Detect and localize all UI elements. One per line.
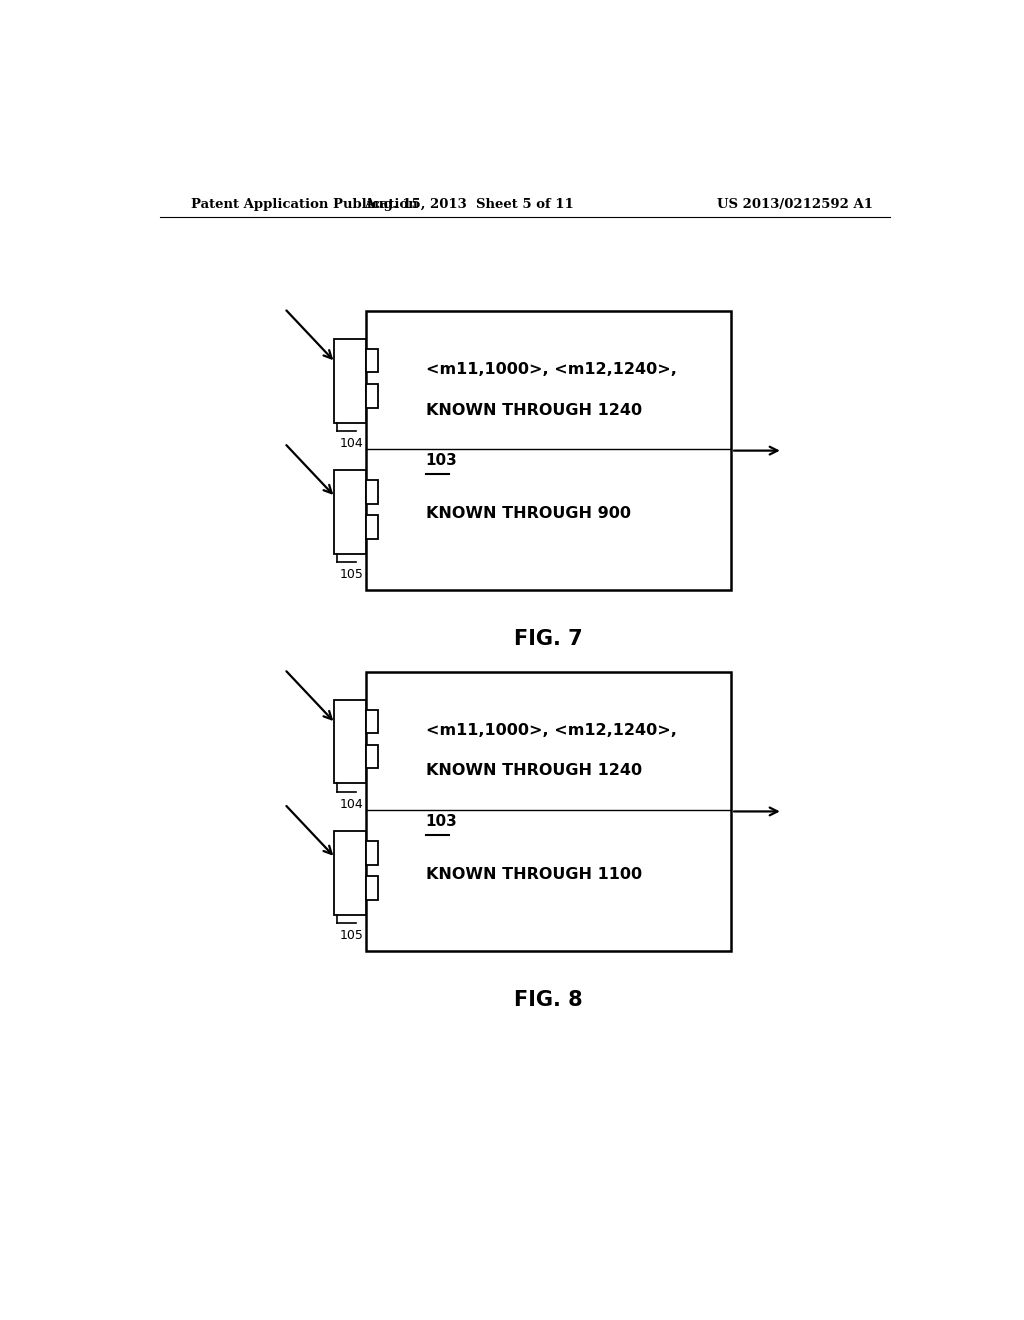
Text: 104: 104 xyxy=(339,437,362,450)
Bar xyxy=(367,384,378,408)
Bar xyxy=(334,470,367,554)
Bar xyxy=(367,672,731,952)
Bar xyxy=(334,339,367,422)
Text: Aug. 15, 2013  Sheet 5 of 11: Aug. 15, 2013 Sheet 5 of 11 xyxy=(365,198,574,211)
Text: 104: 104 xyxy=(339,797,362,810)
Text: 105: 105 xyxy=(339,929,364,942)
Text: 105: 105 xyxy=(339,569,364,581)
Text: FIG. 7: FIG. 7 xyxy=(514,630,583,649)
Text: KNOWN THROUGH 1240: KNOWN THROUGH 1240 xyxy=(426,763,642,779)
Bar xyxy=(367,348,378,372)
Text: 103: 103 xyxy=(426,453,458,469)
Text: FIG. 8: FIG. 8 xyxy=(514,990,583,1010)
Bar xyxy=(367,516,378,539)
Text: KNOWN THROUGH 1240: KNOWN THROUGH 1240 xyxy=(426,403,642,417)
Bar xyxy=(367,841,378,865)
Bar xyxy=(367,312,731,590)
Text: 103: 103 xyxy=(426,814,458,829)
Bar xyxy=(367,744,378,768)
Bar xyxy=(367,480,378,504)
Bar xyxy=(367,876,378,900)
Text: <m11,1000>, <m12,1240>,: <m11,1000>, <m12,1240>, xyxy=(426,362,677,378)
Bar xyxy=(334,700,367,784)
Text: KNOWN THROUGH 1100: KNOWN THROUGH 1100 xyxy=(426,867,642,882)
Bar xyxy=(334,832,367,915)
Text: KNOWN THROUGH 900: KNOWN THROUGH 900 xyxy=(426,506,631,521)
Text: <m11,1000>, <m12,1240>,: <m11,1000>, <m12,1240>, xyxy=(426,723,677,738)
Text: US 2013/0212592 A1: US 2013/0212592 A1 xyxy=(717,198,872,211)
Text: Patent Application Publication: Patent Application Publication xyxy=(191,198,418,211)
Bar xyxy=(367,710,378,733)
